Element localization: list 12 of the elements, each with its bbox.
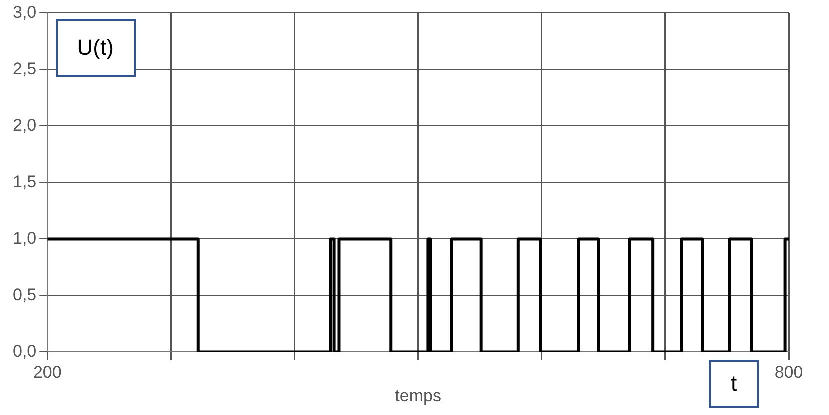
x-axis-title: temps xyxy=(395,386,442,406)
y-tick-label: 0,0 xyxy=(12,342,37,361)
x-tick-label: 200 xyxy=(33,363,62,382)
y-tick-label: 2,5 xyxy=(12,59,37,78)
y-tick-label: 2,0 xyxy=(12,116,37,135)
y-tick-label: 0,5 xyxy=(12,285,37,304)
text: t xyxy=(709,360,759,408)
y-tick-label: 1,0 xyxy=(12,228,37,248)
annotation: U(t) xyxy=(56,19,136,78)
y-tick-label: 3,0 xyxy=(12,2,37,22)
x-tick-label: 800 xyxy=(774,363,804,382)
y-tick-label: 1,5 xyxy=(12,172,37,192)
